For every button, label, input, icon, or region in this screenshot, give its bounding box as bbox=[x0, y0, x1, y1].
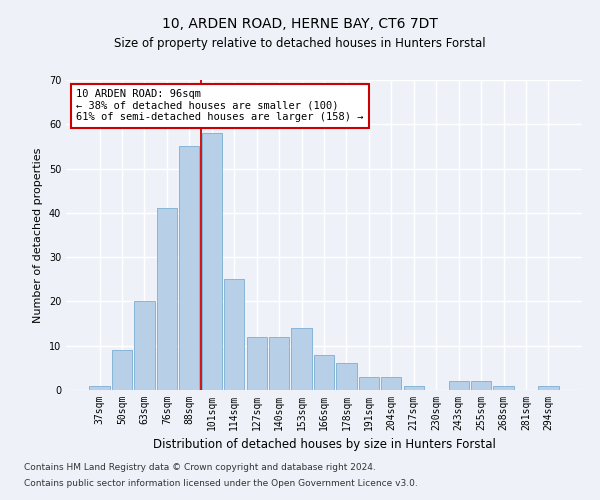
Bar bbox=[449, 381, 469, 390]
Bar bbox=[224, 280, 244, 390]
Bar bbox=[381, 376, 401, 390]
Text: Contains HM Land Registry data © Crown copyright and database right 2024.: Contains HM Land Registry data © Crown c… bbox=[24, 464, 376, 472]
X-axis label: Distribution of detached houses by size in Hunters Forstal: Distribution of detached houses by size … bbox=[152, 438, 496, 452]
Text: Size of property relative to detached houses in Hunters Forstal: Size of property relative to detached ho… bbox=[114, 38, 486, 51]
Bar bbox=[471, 381, 491, 390]
Bar bbox=[359, 376, 379, 390]
Bar bbox=[179, 146, 199, 390]
Text: 10 ARDEN ROAD: 96sqm
← 38% of detached houses are smaller (100)
61% of semi-deta: 10 ARDEN ROAD: 96sqm ← 38% of detached h… bbox=[76, 90, 364, 122]
Bar bbox=[404, 386, 424, 390]
Bar bbox=[292, 328, 311, 390]
Bar bbox=[538, 386, 559, 390]
Text: Contains public sector information licensed under the Open Government Licence v3: Contains public sector information licen… bbox=[24, 478, 418, 488]
Bar bbox=[247, 337, 267, 390]
Bar bbox=[314, 354, 334, 390]
Bar bbox=[134, 302, 155, 390]
Bar bbox=[493, 386, 514, 390]
Bar bbox=[202, 133, 222, 390]
Bar bbox=[269, 337, 289, 390]
Text: 10, ARDEN ROAD, HERNE BAY, CT6 7DT: 10, ARDEN ROAD, HERNE BAY, CT6 7DT bbox=[162, 18, 438, 32]
Bar bbox=[89, 386, 110, 390]
Bar bbox=[157, 208, 177, 390]
Bar bbox=[337, 364, 356, 390]
Y-axis label: Number of detached properties: Number of detached properties bbox=[33, 148, 43, 322]
Bar bbox=[112, 350, 132, 390]
